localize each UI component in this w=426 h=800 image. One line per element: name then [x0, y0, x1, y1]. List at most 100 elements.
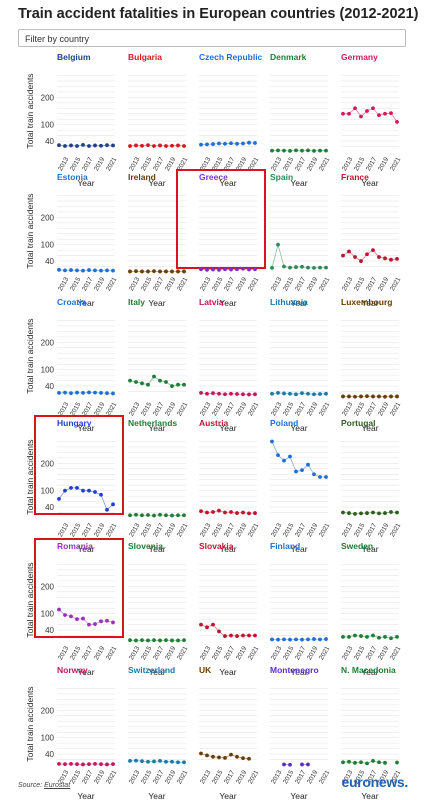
- data-point: [306, 462, 310, 467]
- data-point: [57, 143, 61, 148]
- x-tick-label: 2013: [341, 156, 354, 172]
- data-point: [241, 756, 245, 761]
- panel-title: Belgium: [57, 52, 91, 62]
- data-point: [223, 141, 227, 146]
- x-tick-label: 2015: [282, 645, 295, 661]
- data-point: [318, 637, 322, 642]
- x-tick-label: 2015: [282, 156, 295, 172]
- x-tick-label: 2013: [341, 522, 354, 538]
- panel-title: Romania: [57, 541, 93, 551]
- panel-title: Norway: [57, 665, 88, 675]
- data-point: [353, 512, 357, 516]
- page-title: Train accident fatalities in European co…: [18, 6, 419, 22]
- x-tick-label: 2015: [353, 276, 366, 292]
- data-point: [294, 469, 298, 474]
- x-tick-label: 2019: [377, 156, 390, 172]
- x-tick-label: 2021: [247, 769, 260, 785]
- x-tick-label: 2019: [164, 401, 177, 417]
- data-point: [170, 269, 174, 274]
- panel-title: Spain: [270, 172, 293, 182]
- data-point: [152, 638, 156, 643]
- x-tick-label: 2017: [365, 645, 378, 661]
- data-point: [146, 143, 150, 148]
- data-point: [176, 382, 180, 387]
- x-tick-label: 2019: [164, 769, 177, 785]
- data-point: [371, 106, 375, 111]
- x-tick-label: 2015: [69, 276, 82, 292]
- data-point: [93, 622, 97, 626]
- data-point: [128, 269, 132, 274]
- x-tick-label: 2021: [247, 401, 260, 417]
- x-axis-label: Year: [148, 791, 165, 800]
- x-tick-label: 2021: [176, 401, 189, 417]
- x-tick-label: 2015: [140, 276, 153, 292]
- x-tick-label: 2019: [306, 156, 319, 172]
- data-point: [211, 622, 215, 627]
- data-point: [134, 380, 138, 384]
- y-tick-label: 100: [41, 610, 55, 619]
- data-point: [365, 109, 369, 113]
- x-tick-label: 2013: [270, 645, 283, 661]
- data-point: [111, 391, 115, 396]
- source-link[interactable]: Eurostat: [44, 782, 71, 789]
- data-point: [140, 513, 144, 518]
- x-tick-label: 2017: [365, 401, 378, 417]
- series-line: [129, 144, 185, 147]
- data-point: [134, 143, 138, 148]
- panel-title: N. Macedonia: [341, 665, 396, 675]
- x-tick-label: 2021: [247, 522, 260, 538]
- x-axis-label: Year: [290, 667, 307, 677]
- data-point: [229, 267, 233, 272]
- data-point: [377, 255, 381, 259]
- x-axis-label: Year: [290, 791, 307, 800]
- data-point: [270, 637, 274, 642]
- panel-estonia: Estonia 40 100 200 Total train accidents 2013…: [25, 172, 119, 308]
- data-point: [341, 510, 345, 515]
- data-point: [164, 638, 168, 643]
- x-tick-label: 2019: [93, 522, 106, 538]
- data-point: [324, 475, 328, 479]
- data-point: [182, 382, 186, 387]
- x-tick-label: 2021: [389, 522, 402, 538]
- data-point: [247, 392, 251, 397]
- data-point: [81, 762, 85, 767]
- x-tick-label: 2013: [128, 401, 141, 417]
- data-point: [395, 635, 399, 639]
- y-tick-label: 40: [45, 137, 54, 146]
- data-point: [288, 762, 292, 767]
- data-point: [105, 618, 109, 623]
- data-point: [205, 142, 209, 147]
- data-point: [371, 394, 375, 399]
- data-point: [199, 509, 203, 514]
- x-tick-label: 2021: [318, 276, 331, 292]
- country-filter-input[interactable]: Filter by country: [18, 29, 406, 47]
- x-axis-label: Year: [148, 544, 165, 554]
- data-point: [99, 268, 103, 273]
- data-point: [247, 756, 251, 761]
- data-point: [229, 510, 233, 514]
- series-line: [271, 638, 327, 641]
- data-point: [389, 111, 393, 116]
- x-tick-label: 2019: [164, 276, 177, 292]
- x-axis-label: Year: [77, 544, 94, 554]
- data-point: [182, 513, 186, 518]
- x-tick-label: 2015: [140, 401, 153, 417]
- y-tick-label: 100: [41, 121, 55, 130]
- y-axis-label: Total train accidents: [25, 193, 35, 268]
- x-tick-label: 2013: [270, 769, 283, 785]
- x-tick-label: 2015: [69, 522, 82, 538]
- data-point: [294, 637, 298, 642]
- panel-title: Italy: [128, 297, 145, 307]
- x-axis-label: Year: [219, 298, 236, 308]
- data-point: [140, 143, 144, 148]
- x-tick-label: 2015: [282, 769, 295, 785]
- data-point: [217, 141, 221, 146]
- x-tick-label: 2019: [306, 522, 319, 538]
- data-point: [164, 269, 168, 274]
- x-axis-label: Year: [148, 423, 165, 433]
